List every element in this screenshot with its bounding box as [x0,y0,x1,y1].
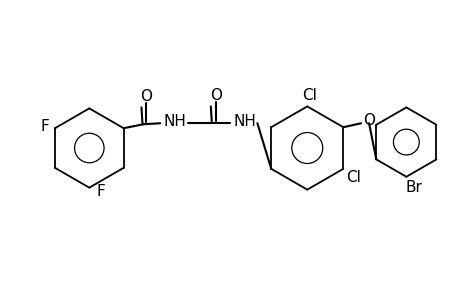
Text: NH: NH [163,114,186,129]
Text: F: F [96,184,106,199]
Text: Cl: Cl [345,170,360,185]
Text: Cl: Cl [301,88,316,103]
Text: O: O [140,89,152,104]
Text: O: O [362,113,374,128]
Text: Br: Br [405,180,422,195]
Text: F: F [41,119,50,134]
Text: NH: NH [233,114,255,129]
Text: O: O [209,88,221,103]
